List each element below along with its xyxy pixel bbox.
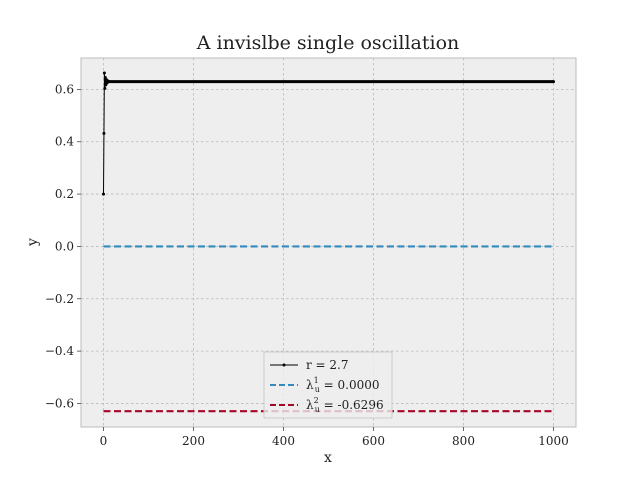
legend-label-r: r = 2.7 <box>306 358 349 372</box>
y-tick-label: 0.6 <box>55 82 74 96</box>
legend-label-lambda1: λ1 u = 0.0000 <box>306 376 380 394</box>
legend-label-lambda2: λ2 u = -0.6296 <box>306 396 384 414</box>
x-axis-label: x <box>324 450 332 466</box>
y-tick-label: 0.2 <box>55 187 74 201</box>
y-tick-label: 0.0 <box>55 239 74 253</box>
legend-entry-lambda1: λ1 u = 0.0000 <box>270 376 380 394</box>
x-tick-label: 400 <box>272 434 295 448</box>
legend-entry-lambda2: λ2 u = -0.6296 <box>270 396 384 414</box>
x-axis: 0 200 400 600 800 1000 <box>100 427 569 448</box>
series-point <box>102 71 106 75</box>
y-tick-label: −0.4 <box>45 344 75 358</box>
x-tick-label: 200 <box>182 434 205 448</box>
grid <box>81 58 576 427</box>
x-tick-label: 1000 <box>538 434 569 448</box>
y-axis: −0.6 −0.4 −0.2 0.0 0.2 0.4 0.6 <box>45 82 81 410</box>
x-tick-label: 0 <box>100 434 108 448</box>
legend-marker-r <box>282 363 286 367</box>
series-point <box>102 192 105 196</box>
y-tick-label: 0.4 <box>55 135 74 149</box>
x-tick-label: 800 <box>452 434 475 448</box>
y-tick-label: −0.2 <box>45 292 74 306</box>
legend-entry-r: r = 2.7 <box>270 358 349 372</box>
legend: r = 2.7 λ1 u = 0.0000 λ2 u = -0.6296 <box>263 351 393 419</box>
y-axis-label: y <box>25 238 41 247</box>
series-point <box>102 131 106 135</box>
legend-box <box>263 351 393 419</box>
x-tick-label: 600 <box>362 434 385 448</box>
series-point <box>103 86 107 90</box>
y-tick-label: −0.6 <box>45 396 74 410</box>
chart-title: A invislbe single oscillation <box>196 32 460 54</box>
